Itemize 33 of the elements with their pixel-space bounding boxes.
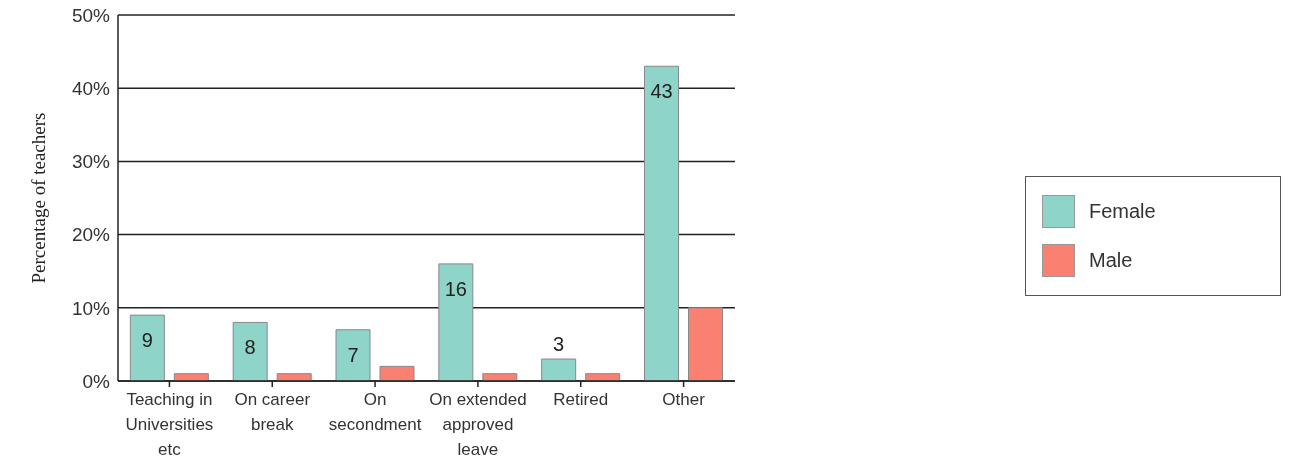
y-tick-label: 0% [82,370,111,392]
x-tick-label: Other [662,390,706,409]
data-label: 9 [141,329,153,352]
x-tick-label: On secondment [328,390,422,434]
bar [541,358,577,381]
data-label: 43 [650,80,673,103]
y-tick-label: 20% [71,224,111,246]
bar [379,365,415,381]
bar [688,307,724,381]
y-tick-label: 30% [71,151,111,173]
bar [276,373,312,381]
data-label: 7 [347,343,359,366]
x-tick-label: On career break [234,390,311,434]
bar [438,263,474,381]
bar [585,373,621,381]
y-tick-label: 40% [71,77,111,99]
legend-label: Male [1089,248,1133,272]
bar [129,314,165,381]
x-tick-label: Teaching in Universities etc [125,390,214,459]
y-axis-title: Percentage of teachers [27,112,49,284]
bar [173,373,209,381]
y-tick-label: 10% [71,297,111,319]
x-tick-label: On extended approved leave [429,390,527,459]
data-label: 16 [444,277,467,300]
bar [335,329,371,381]
x-tick-label: Retired [553,390,609,409]
legend-label: Female [1089,199,1156,223]
bar [644,65,680,381]
bar [482,373,518,381]
y-tick-label: 50% [71,4,111,26]
data-label: 8 [244,336,256,359]
bar [232,321,268,381]
data-label: 3 [553,333,565,356]
